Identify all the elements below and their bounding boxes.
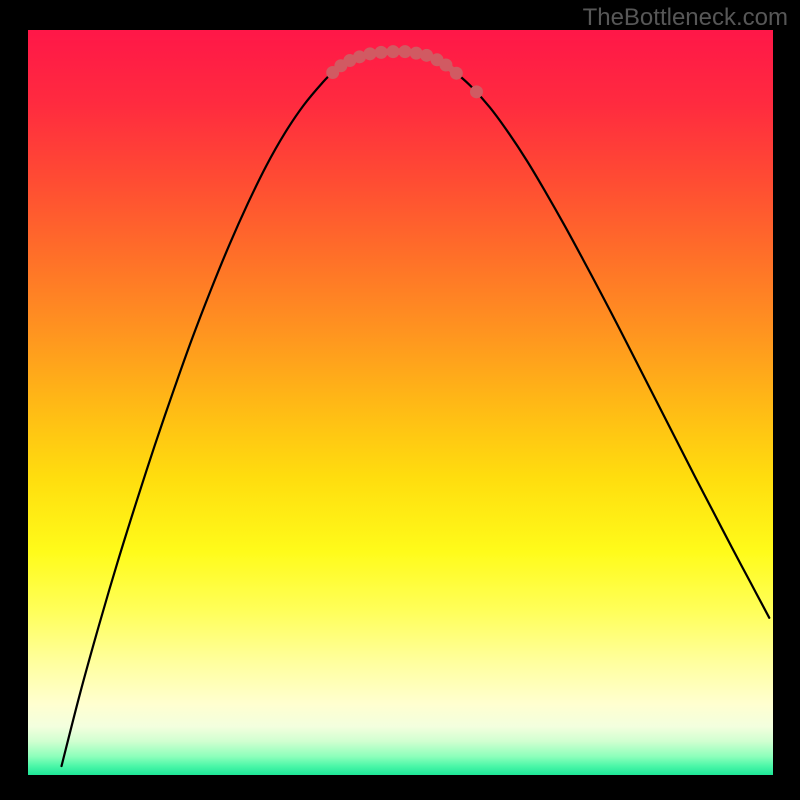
chart-frame: TheBottleneck.com: [0, 0, 800, 800]
marker-dot: [398, 45, 411, 58]
plot-svg: [28, 30, 773, 775]
plot-area: [28, 30, 773, 775]
marker-dot: [387, 45, 400, 58]
marker-dot: [363, 47, 376, 60]
marker-dot: [470, 85, 483, 98]
marker-dot: [450, 67, 463, 80]
marker-dot: [375, 46, 388, 59]
marker-dot: [439, 59, 452, 72]
gradient-background: [28, 30, 773, 775]
watermark-text: TheBottleneck.com: [583, 4, 788, 32]
